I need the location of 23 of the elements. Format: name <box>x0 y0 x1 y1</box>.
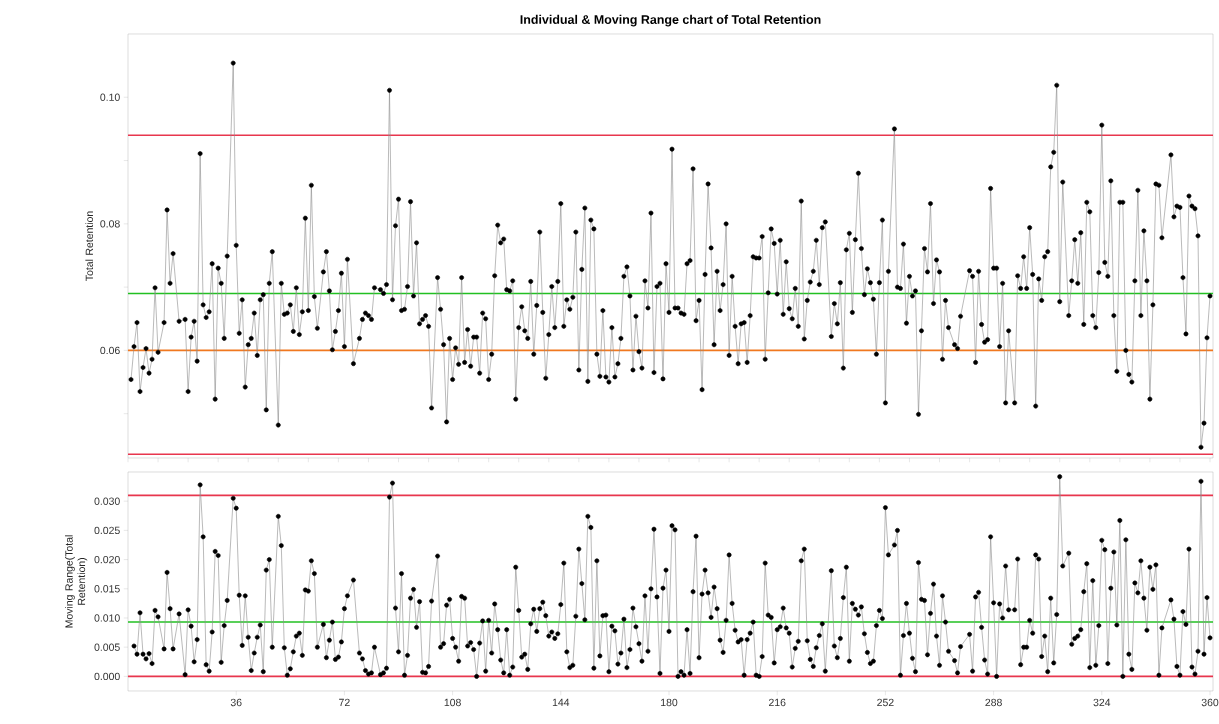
y-axis-title: Moving Range(Total Retention) <box>65 535 88 628</box>
y-tick-label: 0.010 <box>94 614 120 622</box>
x-tick-label: 360 <box>1201 698 1219 707</box>
x-tick-label: 216 <box>769 698 786 707</box>
y-axis-title: Total Retention <box>85 211 94 281</box>
y-tick-label: 0.020 <box>94 555 120 564</box>
y-tick-label: 0.030 <box>94 497 120 505</box>
y-tick-label: 0.025 <box>94 526 120 535</box>
chart-title: Individual & Moving Range chart of Total Retention <box>520 14 821 27</box>
y-tick-label: 0.005 <box>94 643 120 651</box>
x-tick-label: 144 <box>552 698 570 706</box>
y-tick-label: 0.10 <box>100 93 120 101</box>
x-tick-label: 72 <box>339 698 350 707</box>
x-tick-label: 288 <box>985 698 1002 707</box>
y-tick-label: 0.08 <box>100 220 120 228</box>
x-tick-label: 252 <box>877 698 894 707</box>
y-tick-label: 0.015 <box>94 585 120 593</box>
x-tick-label: 108 <box>444 698 461 707</box>
y-tick-label: 0.000 <box>94 672 120 681</box>
x-tick-label: 180 <box>661 698 678 707</box>
x-tick-label: 324 <box>1093 698 1111 707</box>
y-tick-label: 0.06 <box>100 346 120 355</box>
x-tick-label: 36 <box>230 698 242 707</box>
